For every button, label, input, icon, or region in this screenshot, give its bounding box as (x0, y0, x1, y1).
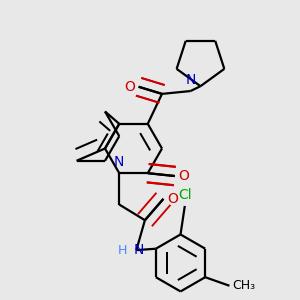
Text: CH₃: CH₃ (232, 279, 255, 292)
Text: O: O (124, 80, 135, 94)
Text: O: O (179, 169, 190, 183)
Text: N: N (185, 73, 196, 87)
Text: N: N (133, 243, 144, 257)
Text: H: H (117, 244, 127, 256)
Text: O: O (167, 192, 178, 206)
Text: N: N (114, 155, 124, 169)
Text: Cl: Cl (178, 188, 192, 203)
